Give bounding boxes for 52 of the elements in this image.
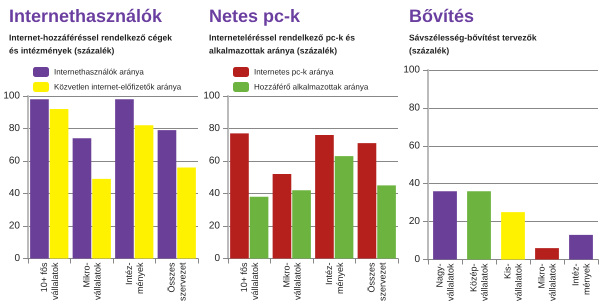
y-tick-label: 60 [8, 155, 20, 166]
y-tick-label: 100 [203, 90, 220, 102]
bar [134, 125, 154, 258]
bar [92, 178, 111, 258]
bar [358, 143, 376, 258]
bar [50, 109, 68, 258]
bar [535, 248, 559, 260]
bar [177, 167, 196, 258]
chart-subtitle: Sávszélesség-bővítést tervezők (százalék) [409, 32, 537, 56]
bar [72, 138, 92, 258]
bar [250, 196, 268, 258]
y-tick-label: 60 [408, 140, 420, 152]
y-tick-label: 20 [8, 220, 20, 232]
y-tick-label: 40 [408, 178, 420, 190]
y-tick-label: 20 [408, 216, 420, 228]
chart-subtitle: Interneteléréssel rendelkező pc-k és alkalmazottak aránya (százalék) [209, 32, 356, 56]
y-tick-label: 80 [208, 122, 220, 134]
chart-title: Netes pc-k [209, 6, 302, 26]
y-tick-label: 20 [208, 220, 220, 232]
bar [433, 191, 457, 260]
y-tick-label: 100 [403, 64, 420, 76]
x-tick-label: Nagy- vállalatok [434, 262, 456, 302]
bar [377, 185, 396, 258]
legend-label: Közvetlen internet-előfizetők aránya [54, 82, 182, 92]
y-tick-label: 60 [208, 155, 220, 166]
bar [230, 133, 249, 258]
x-tick-label: 10+ fős vállalatok [38, 262, 60, 300]
bar [334, 156, 354, 258]
y-tick-label: 100 [3, 90, 20, 102]
y-tick-label: 0 [414, 254, 420, 265]
chart-title: Bővítés [409, 6, 474, 26]
y-tick-label: 80 [8, 122, 20, 134]
bar [501, 212, 525, 260]
bar [315, 134, 334, 258]
bar [158, 130, 176, 258]
x-tick-label: 10+ fős vállalatok [238, 262, 260, 300]
y-tick-label: 40 [208, 188, 220, 199]
legend-label: Hozzáférő alkalmazottak aránya [254, 82, 369, 92]
chart-subtitle: Internet-hozzáféréssel rendelkező cégek és intézmények (százalék) [9, 32, 172, 56]
bar [272, 174, 292, 258]
y-tick-label: 40 [8, 188, 20, 199]
bar [30, 99, 49, 258]
legend-label: Internetes pc-k aránya [254, 68, 334, 76]
y-tick-label: 0 [214, 252, 220, 264]
y-tick-label: 80 [408, 102, 420, 114]
bar [569, 234, 593, 260]
legend-label: Internethasználók aránya [54, 68, 144, 76]
chart-title: Internethasználók [9, 6, 164, 26]
bar [292, 190, 311, 258]
bar [115, 99, 134, 258]
y-tick-label: 0 [14, 252, 20, 264]
bar [467, 191, 491, 260]
